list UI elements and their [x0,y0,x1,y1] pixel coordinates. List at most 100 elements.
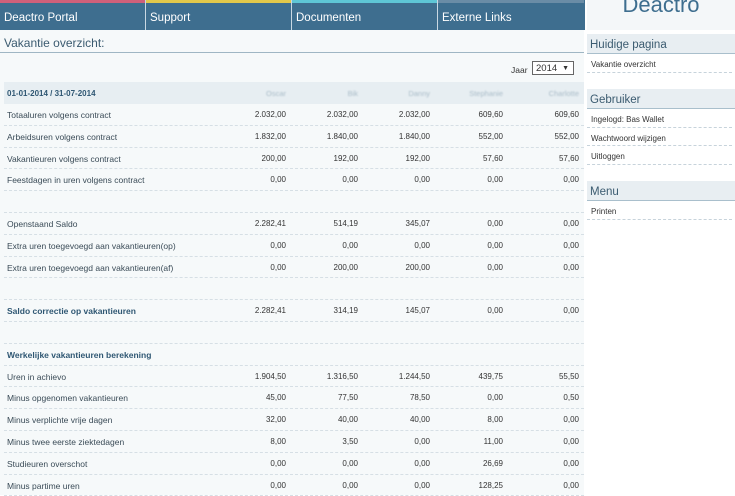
cell-value: 2.032,00 [398,110,430,119]
sidebar-item-print[interactable]: Printen [587,201,732,220]
section-title: Huidige pagina [587,34,735,54]
table-header: 01-01-2014 / 31-07-2014 Oscar Bik Danny … [4,82,584,104]
cell-value: 78,50 [409,393,430,403]
cell-value: 0,00 [270,480,286,490]
cell-value: 200,00 [405,262,430,272]
current-page-section: Huidige pagina Vakantie overzicht [587,34,735,73]
nav-externe-links[interactable]: Externe Links [438,0,584,30]
cell-value: 0,00 [414,458,430,468]
cell-value: 32,00 [265,415,286,425]
row-label: Werkelijke vakantieuren berekening [7,349,152,360]
cell-value: 1.904,50 [254,371,286,381]
sidebar-item-vakantie-overzicht[interactable]: Vakantie overzicht [587,54,732,73]
cell-value: 0,00 [487,262,503,272]
table-row: Arbeidsuren volgens contract 1.832,00 1.84… [4,126,584,148]
row-label: Minus twee eerste ziektedagen [7,436,125,447]
cell-value: 1.244,50 [398,371,430,381]
nav-documenten[interactable]: Documenten [292,0,438,30]
table-row: Minus opgenomen vakantieuren 45,00 77,50 78… [4,387,584,410]
cell-value: 45,00 [265,393,286,403]
cell-value: 0,50 [563,393,579,403]
page-title: Vakantie overzicht: [4,36,105,50]
cell-value: 40,00 [409,415,430,425]
sidebar-item-logout[interactable]: Uitloggen [587,146,732,165]
sidebar-item-change-password[interactable]: Wachtwoord wijzigen [587,128,732,146]
table-row: Studieuren overschot 0,00 0,00 0,00 26,69 0,0… [4,453,584,475]
cell-value: 552,00 [478,131,503,141]
cell-value: 26,69 [482,458,503,468]
nav-accent [292,0,437,3]
cell-value: 609,60 [478,110,503,119]
row-label: Minus opgenomen vakantieuren [7,393,128,404]
table-row: Minus verplichte vrije dagen 32,00 40,00 40… [4,409,584,431]
row-label: Studieuren overschot [7,458,88,469]
row-label: Uren in achievo [7,371,67,382]
nav-deactro-portal[interactable]: Deactro Portal [0,0,146,30]
cell-value: 0,00 [563,262,579,272]
cell-value: 1.316,50 [326,371,358,381]
row-label: Extra uren toegevoegd aan vakantieuren(a… [7,262,174,273]
table-row: Werkelijke vakantieuren berekening [4,344,584,366]
table-row: Extra uren toegevoegd aan vakantieuren(o… [4,235,584,257]
menu-section: Menu Printen [587,181,735,220]
table-row: Extra uren toegevoegd aan vakantieuren(a… [4,257,584,279]
vacation-table: 01-01-2014 / 31-07-2014 Oscar Bik Danny … [4,82,584,496]
year-label: Jaar [511,65,528,75]
cell-value: 2.032,00 [254,110,286,119]
period-label: 01-01-2014 / 31-07-2014 [7,89,96,98]
nav-accent [0,0,145,3]
cell-value: 145,07 [405,306,430,316]
row-label: Arbeidsuren volgens contract [7,131,118,142]
top-nav: Deactro Portal Support Documenten Extern… [0,0,585,30]
cell-value: 1.840,00 [326,131,358,141]
cell-value: 2.032,00 [326,110,358,119]
cell-value: 192,00 [405,153,430,163]
nav-label: Support [150,12,191,24]
cell-value: 514,19 [333,218,358,228]
table-row: Openstaand Saldo 2.282,41 514,19 345,07 0,00… [4,213,584,235]
cell-value: 0,00 [487,218,503,228]
row-label: Vakantieuren volgens contract [7,153,121,164]
user-section: Gebruiker Ingelogd: Bas Wallet Wachtwoor… [587,89,735,165]
sidebar: Huidige pagina Vakantie overzicht Gebrui… [587,30,735,495]
cell-value: 57,60 [482,153,503,163]
cell-value: 0,00 [270,262,286,272]
main-content: Vakantie overzicht: Jaar 2014 ▼ 01-01-201… [0,30,584,496]
nav-support[interactable]: Support [146,0,292,30]
table-row: Vakantieuren volgens contract 200,00 192,0… [4,148,584,170]
cell-value: 0,00 [563,436,579,446]
cell-value: 609,60 [554,110,579,119]
year-select[interactable]: 2014 ▼ [532,61,574,75]
row-label: Saldo correctie op vakantieuren [7,306,136,317]
nav-label: Deactro Portal [4,12,78,24]
row-label: Minus verplichte vrije dagen [7,415,113,426]
cell-value: 314,19 [333,306,358,316]
cell-value: 11,00 [483,436,503,446]
cell-value: 1.840,00 [398,131,430,141]
cell-value: 8,00 [487,415,503,425]
nav-label: Externe Links [442,12,512,24]
table-row: Feestdagen in uren volgens contract 0,00 0… [4,169,584,192]
row-label: Feestdagen in uren volgens contract [7,175,145,186]
row-label: Openstaand Saldo [7,218,78,229]
cell-value: 345,07 [405,218,430,228]
cell-value: 2.282,41 [254,218,286,228]
cell-value: 0,00 [342,240,358,250]
cell-value: 200,00 [261,153,286,163]
year-value: 2014 [536,63,558,74]
cell-value: 3,50 [342,436,358,446]
column-header: Bik [347,89,358,98]
brand-logo: Deactro [587,0,735,30]
cell-value: 0,00 [414,480,430,490]
cell-value: 2.282,41 [254,306,286,316]
cell-value: 0,00 [563,240,579,250]
nav-accent [146,0,291,3]
cell-value: 0,00 [414,175,430,185]
cell-value: 0,00 [270,458,286,468]
table-row [4,191,584,213]
column-header: Stephanie [469,89,503,98]
table-row: Minus twee eerste ziektedagen 8,00 3,50 0,0… [4,431,584,453]
table-row [4,278,584,301]
section-title: Gebruiker [587,89,735,109]
cell-value: 0,00 [563,218,579,228]
